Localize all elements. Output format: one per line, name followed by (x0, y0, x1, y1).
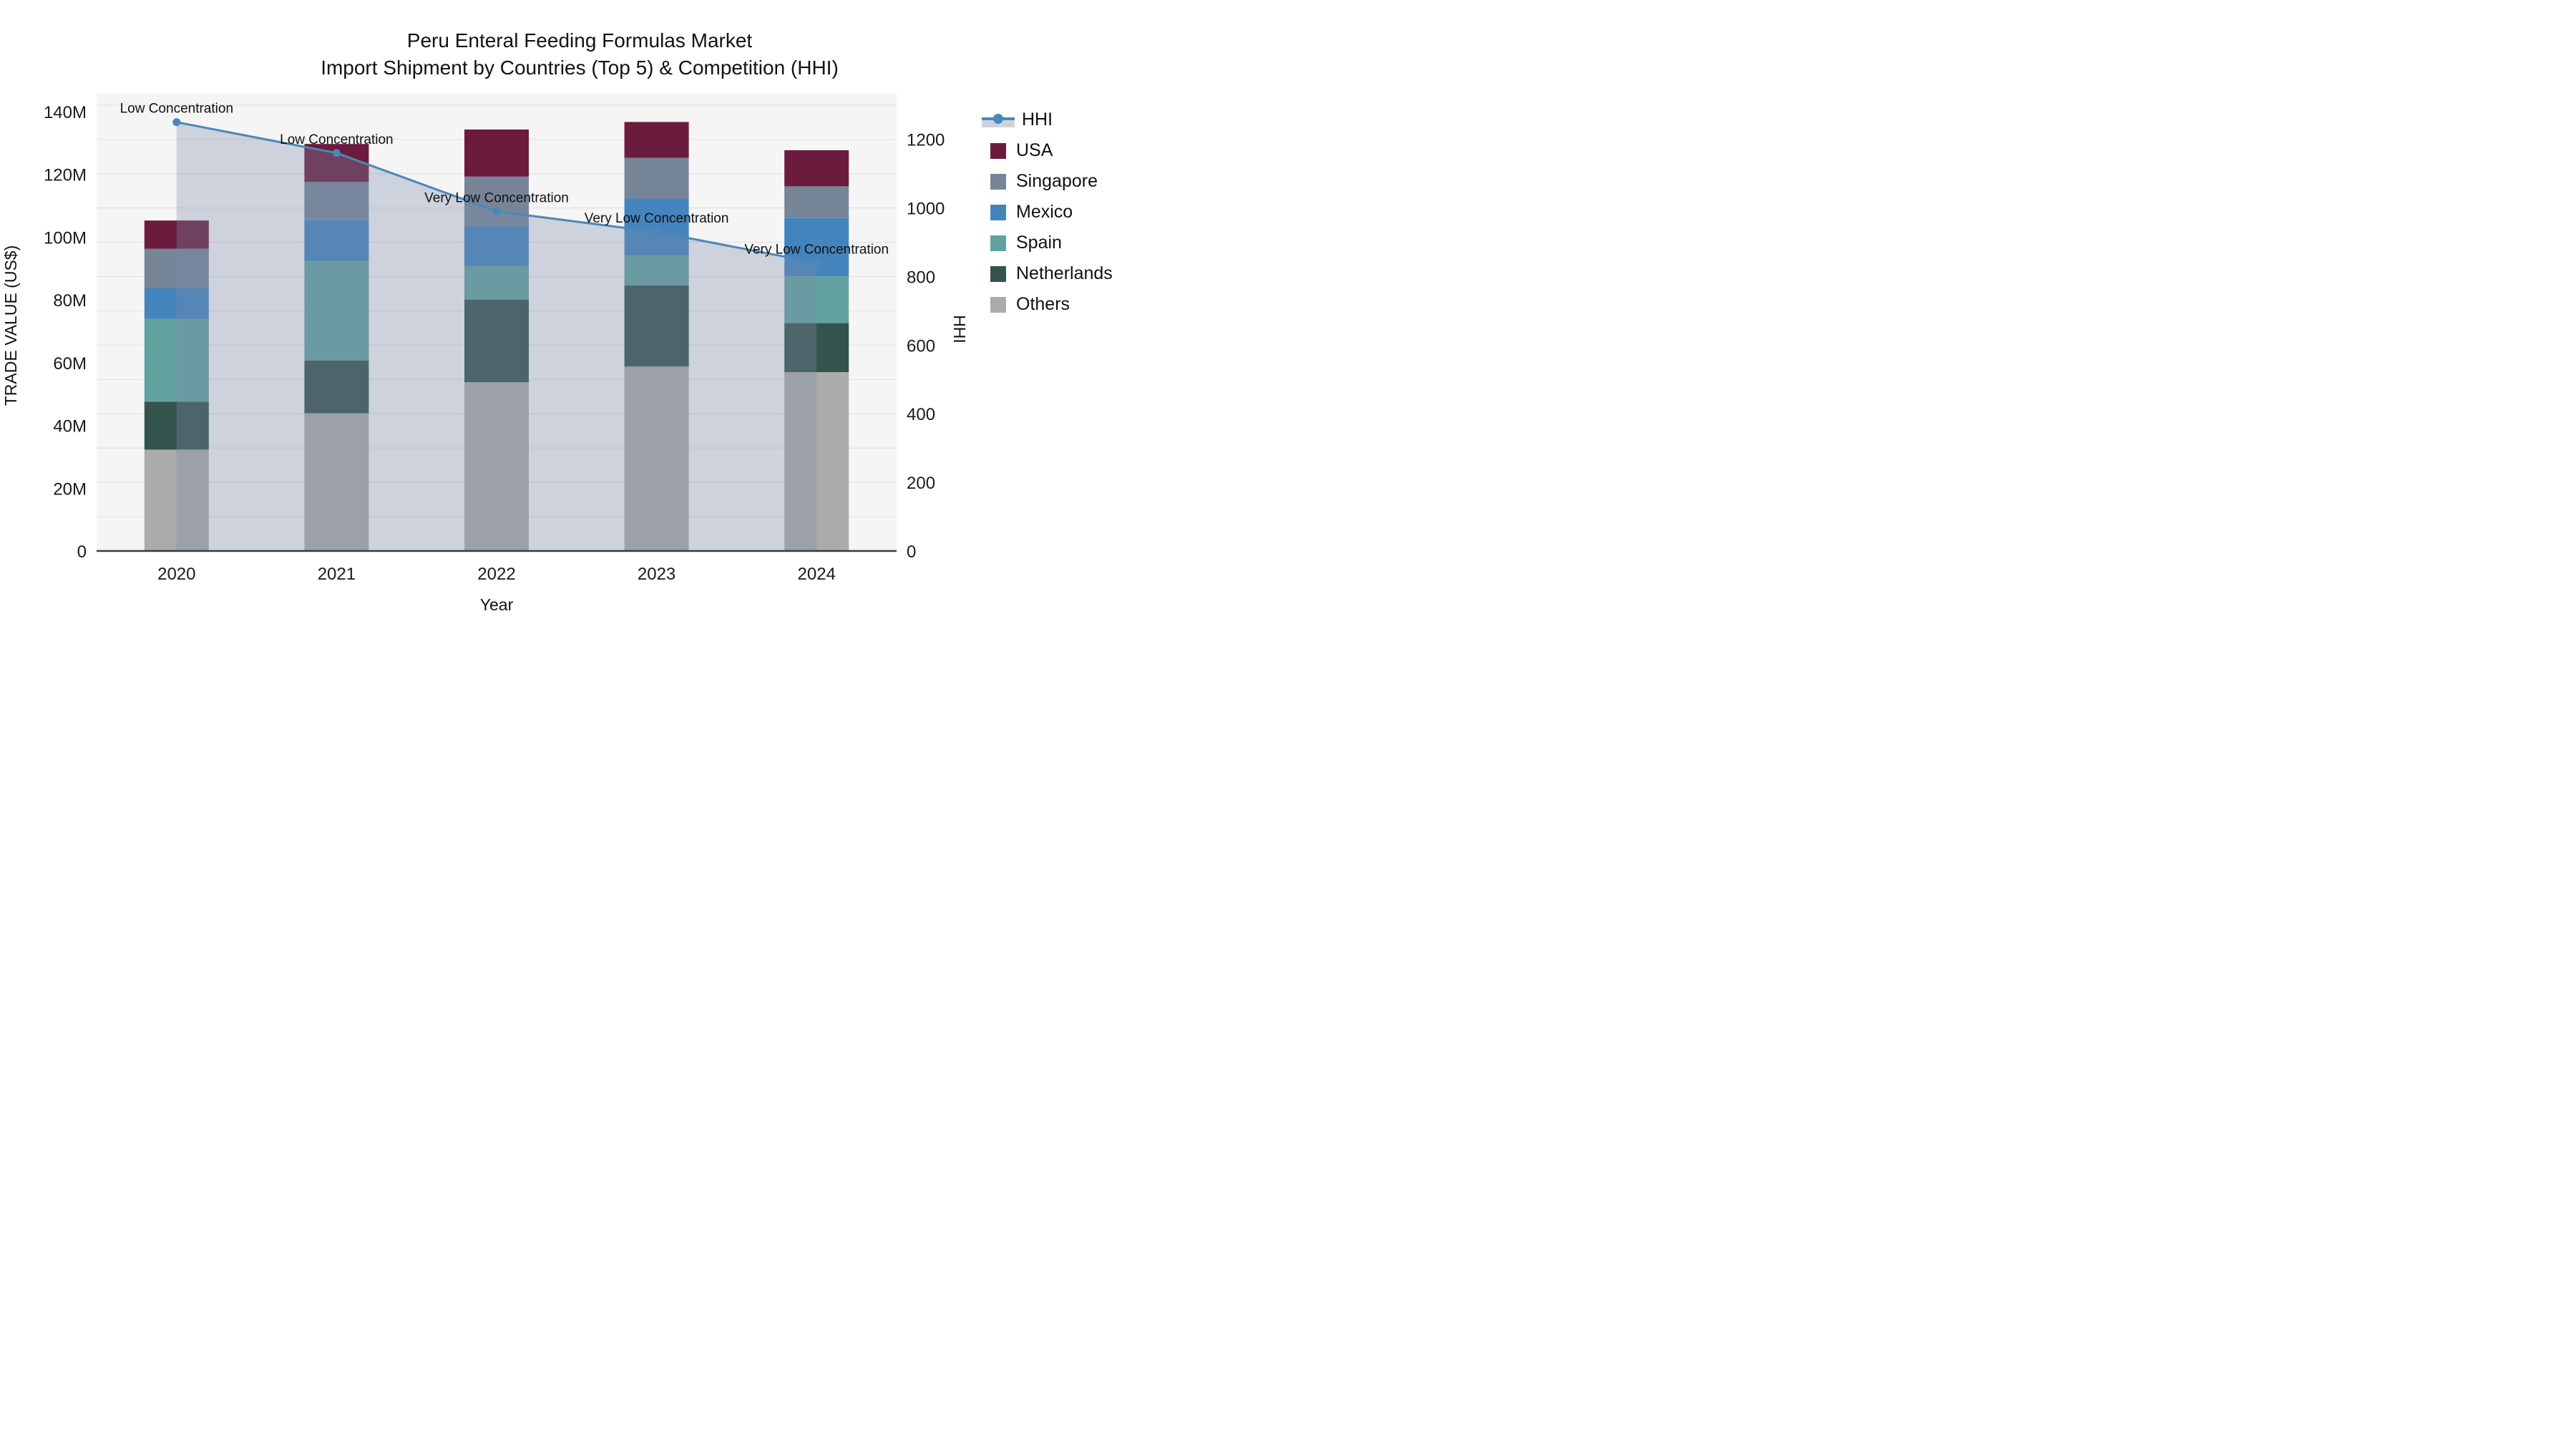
legend-label: Others (1016, 294, 1070, 314)
legend-item-singapore: Singapore (990, 166, 1113, 197)
legend-label: Singapore (1016, 171, 1098, 191)
annotation-2020: Low Concentration (120, 102, 233, 117)
y-left-tick-100M: 100M (44, 228, 87, 248)
y-left-tick-40M: 40M (53, 417, 87, 436)
annotation-2023: Very Low Concentration (585, 211, 729, 226)
hhi-line-swatch (982, 112, 1015, 129)
chart-title-line2: Import Shipment by Countries (Top 5) & C… (321, 57, 839, 79)
x-tick-2022: 2022 (477, 565, 515, 584)
bar-2024-usa (784, 150, 849, 187)
bar-2022-spain (464, 265, 529, 300)
bar-2020-usa (144, 220, 209, 249)
legend-label: Netherlands (1016, 263, 1113, 283)
bar-2023-mexico (624, 198, 689, 255)
bar-2021-mexico (304, 220, 369, 262)
legend-label: Spain (1016, 233, 1062, 253)
bar-2021-singapore (304, 182, 369, 220)
hhi-point-2023 (653, 228, 661, 236)
hhi-point-2021 (332, 149, 341, 157)
legend-item-mexico: Mexico (990, 197, 1113, 228)
legend-swatch-spain (990, 235, 1006, 251)
legend-swatch-usa (990, 142, 1006, 159)
legend-label: HHI (1022, 109, 1053, 130)
legend-item-others: Others (990, 289, 1113, 320)
y-left-tick-140M: 140M (44, 103, 87, 122)
y-axis-title-right: HHI (950, 315, 969, 343)
bar-2020-singapore (144, 248, 209, 288)
legend: HHI USA Singapore Mexico Spain Netherlands Oth… (982, 104, 1113, 320)
y-right-tick-1200: 1200 (907, 131, 945, 150)
chart-title: Peru Enteral Feeding Formulas Market Imp… (14, 27, 1145, 82)
y-axis-title-left: TRADE VALUE (US$) (1, 245, 20, 406)
x-tick-2020: 2020 (157, 565, 195, 584)
x-tick-2021: 2021 (318, 565, 356, 584)
y-right-tick-800: 800 (907, 268, 935, 287)
annotation-2024: Very Low Concentration (744, 242, 889, 257)
y-right-tick-400: 400 (907, 405, 935, 424)
bar-2022-mexico (464, 226, 529, 266)
legend-item-spain: Spain (990, 228, 1113, 258)
bar-2020-mexico (144, 288, 209, 319)
y-right-tick-1000: 1000 (907, 200, 945, 219)
y-left-tick-120M: 120M (44, 166, 87, 185)
bar-2021-spain (304, 261, 369, 361)
bar-2024-singapore (784, 186, 849, 218)
y-left-tick-60M: 60M (53, 354, 87, 374)
y-left-tick-80M: 80M (53, 291, 87, 311)
legend-swatch-singapore (990, 173, 1006, 190)
bar-2022-others (464, 382, 529, 551)
bar-2023-others (624, 366, 689, 551)
bar-2020-spain (144, 318, 209, 402)
chart-canvas: Low Concentration Low Concentration Very L… (44, 94, 945, 584)
bar-2023-usa (624, 122, 689, 158)
hhi-point-2020 (172, 118, 181, 127)
bar-2024-others (784, 372, 849, 551)
bar-2022-netherlands (464, 299, 529, 383)
hhi-point-2024 (812, 258, 821, 267)
bar-2023-spain (624, 255, 689, 286)
y-left-tick-20M: 20M (53, 479, 87, 499)
bar-2020-netherlands (144, 401, 209, 450)
x-axis-title: Year (479, 595, 514, 614)
legend-item-hhi: HHI (982, 104, 1113, 135)
chart-title-line1: Peru Enteral Feeding Formulas Market (406, 29, 753, 52)
annotation-2021: Low Concentration (280, 132, 393, 147)
legend-item-usa: USA (990, 135, 1113, 166)
bar-2024-spain (784, 276, 849, 323)
legend-swatch-mexico (990, 204, 1006, 220)
bar-2022-usa (464, 129, 529, 177)
y-right-tick-600: 600 (907, 336, 935, 356)
bar-2021-others (304, 413, 369, 551)
bar-2021-netherlands (304, 360, 369, 414)
legend-label: Mexico (1016, 202, 1073, 222)
y-right-tick-200: 200 (907, 474, 935, 493)
y-right-tick-0: 0 (907, 542, 916, 562)
legend-label: USA (1016, 140, 1053, 160)
x-tick-2024: 2024 (798, 565, 836, 584)
bar-2020-others (144, 449, 209, 551)
x-tick-2023: 2023 (638, 565, 675, 584)
bar-2022-singapore (464, 176, 529, 227)
annotation-2022: Very Low Concentration (424, 190, 569, 205)
bar-2023-netherlands (624, 285, 689, 367)
bar-2023-singapore (624, 157, 689, 199)
legend-swatch-netherlands (990, 265, 1006, 282)
hhi-point-2022 (492, 207, 501, 215)
hhi-area (176, 122, 817, 551)
figure: Peru Enteral Feeding Formulas Market Imp… (0, 0, 1145, 644)
bar-2024-netherlands (784, 323, 849, 373)
y-left-tick-0: 0 (77, 542, 87, 562)
legend-item-netherlands: Netherlands (990, 258, 1113, 289)
legend-swatch-others (990, 296, 1006, 313)
